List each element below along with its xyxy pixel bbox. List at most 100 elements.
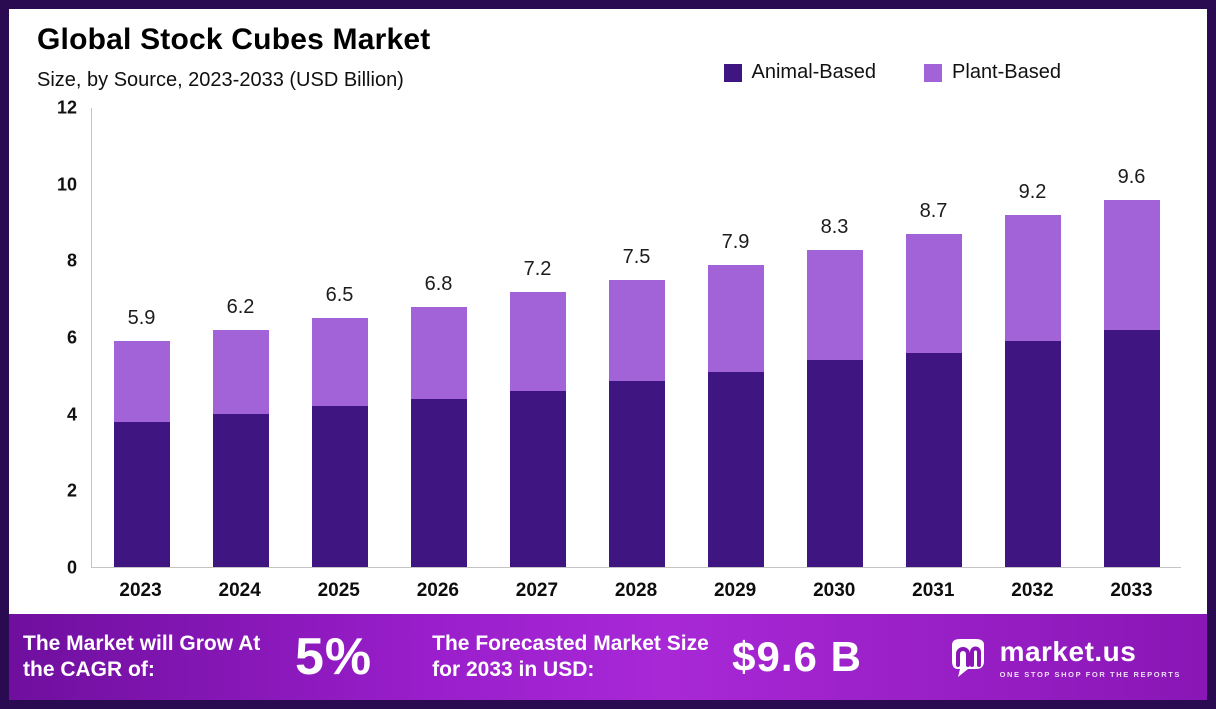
bar-segment-plant-based [707,264,764,372]
stacked-bar-2032: 9.2 [1004,181,1061,567]
bar-segment-plant-based [806,249,863,361]
stacked-bar-2026: 6.8 [410,273,467,567]
bar-segment-animal-based [509,391,566,567]
stacked-bar-2033: 9.6 [1103,166,1160,567]
bar-slot: 6.2 [191,108,290,567]
brand-lockup: market.us ONE STOP SHOP FOR THE REPORTS [946,635,1181,679]
forecast-value: $9.6 B [732,633,862,680]
legend-item-plant-based: Plant-Based [924,61,1061,84]
page-title: Global Stock Cubes Market [37,23,431,56]
bar-segment-animal-based [212,414,269,567]
bar-segment-animal-based [806,360,863,567]
bar-segment-animal-based [113,421,170,567]
x-axis-label: 2026 [416,580,459,601]
bar-segment-plant-based [509,291,566,392]
bar-segment-animal-based [1004,341,1061,567]
y-tick-label: 2 [66,480,77,501]
bar-segment-animal-based [608,381,665,567]
x-axis-label: 2023 [119,580,162,601]
chart-legend: Animal-Based Plant-Based [723,61,1061,84]
bar-total-label: 9.6 [1117,165,1146,188]
stacked-bar-2023: 5.9 [113,307,170,567]
brand-tagline: ONE STOP SHOP FOR THE REPORTS [999,669,1181,679]
bar-slot: 7.5 [587,108,686,567]
y-tick-label: 0 [66,557,77,578]
bar-segment-animal-based [311,406,368,567]
x-axis-label: 2025 [317,580,360,601]
chart-subtitle: Size, by Source, 2023-2033 (USD Billion) [37,69,404,91]
bar-slot: 6.8 [389,108,488,567]
bar-segment-plant-based [311,318,368,407]
bar-total-label: 8.7 [919,200,948,223]
animal-based-swatch-icon [723,63,742,82]
x-axis-label: 2027 [515,580,559,601]
bar-total-label: 6.8 [424,272,453,295]
bar-total-label: 6.2 [226,295,255,318]
bar-segment-plant-based [410,306,467,399]
bar-segment-plant-based [113,341,170,422]
bar-slot: 8.3 [785,108,884,567]
bar-segment-plant-based [905,234,962,353]
stacked-bar-2025: 6.5 [311,284,368,567]
cagr-label: The Market will Grow At the CAGR of: [23,631,261,681]
x-axis-label: 2032 [1011,580,1054,601]
bar-total-label: 9.2 [1018,181,1047,204]
x-axis: 2023 2024 2025 2026 2027 2028 2029 2030 2031 2032… [91,568,1181,614]
y-tick-label: 8 [66,250,77,271]
bar-segment-animal-based [707,371,764,567]
forecast-label: The Forecasted Market Size for 2033 in U… [432,631,709,681]
x-axis-label: 2030 [813,580,856,601]
bar-segment-plant-based [608,280,665,382]
brand-name: market.us [999,635,1137,667]
bar-segment-animal-based [1103,329,1160,567]
plant-based-swatch-icon [924,63,943,82]
marketus-logo-icon [951,639,984,677]
y-axis: 0 2 4 6 8 10 12 [29,98,91,578]
chart-titles: Global Stock Cubes Market Size, by Sourc… [29,23,430,92]
bar-slot: 7.2 [488,108,587,567]
bar-slot: 5.9 [92,108,191,567]
bar-total-label: 7.9 [721,230,750,253]
y-tick-label: 4 [66,404,77,425]
x-axis-label: 2029 [713,580,757,601]
cagr-value: 5% [295,628,373,686]
stacked-bar-2028: 7.5 [608,246,665,567]
stacked-bar-2030: 8.3 [806,216,863,567]
bar-slot: 9.2 [983,108,1082,567]
legend-item-animal-based: Animal-Based [723,61,877,84]
x-axis-label: 2033 [1110,580,1153,601]
y-tick-label: 12 [56,97,77,118]
bar-segment-plant-based [212,329,269,414]
legend-label: Animal-Based [751,61,877,83]
bar-total-label: 7.2 [523,257,552,280]
plot-area: 5.9 6.2 6.5 6.8 7.2 7.5 7.9 8.3 8.7 9.2 9.6 [91,108,1181,568]
bar-total-label: 6.5 [325,284,354,307]
brand-text: market.us ONE STOP SHOP FOR THE REPORTS [1000,636,1181,679]
bar-segment-plant-based [1103,199,1160,330]
bar-total-label: 8.3 [820,215,849,238]
stacked-bar-2027: 7.2 [509,258,566,567]
legend-label: Plant-Based [952,61,1061,83]
y-tick-label: 10 [56,174,77,195]
bar-segment-animal-based [905,352,962,567]
bar-segment-plant-based [1004,215,1061,342]
chart-card: Global Stock Cubes Market Size, by Sourc… [9,9,1207,614]
footer-banner: The Market will Grow At the CAGR of: 5% … [9,614,1207,700]
bars-container: 5.9 6.2 6.5 6.8 7.2 7.5 7.9 8.3 8.7 9.2 9.6 [92,108,1181,567]
bar-segment-animal-based [410,398,467,567]
bar-slot: 8.7 [884,108,983,567]
x-axis-label: 2031 [912,580,955,601]
bar-slot: 6.5 [290,108,389,567]
chart-header: Global Stock Cubes Market Size, by Sourc… [29,23,1181,92]
bar-slot: 7.9 [686,108,785,567]
plot-region: 0 2 4 6 8 10 12 5.9 6.2 6.5 6.8 7.2 7.5 7.9 8.3 8.7 9.2… [29,98,1181,578]
bar-total-label: 7.5 [622,246,651,269]
stacked-bar-2024: 6.2 [212,296,269,567]
x-axis-label: 2024 [218,580,261,601]
x-axis-label: 2028 [614,580,658,601]
y-tick-label: 6 [66,327,77,348]
stacked-bar-2031: 8.7 [905,200,962,567]
bar-total-label: 5.9 [127,307,156,330]
bar-slot: 9.6 [1082,108,1181,567]
